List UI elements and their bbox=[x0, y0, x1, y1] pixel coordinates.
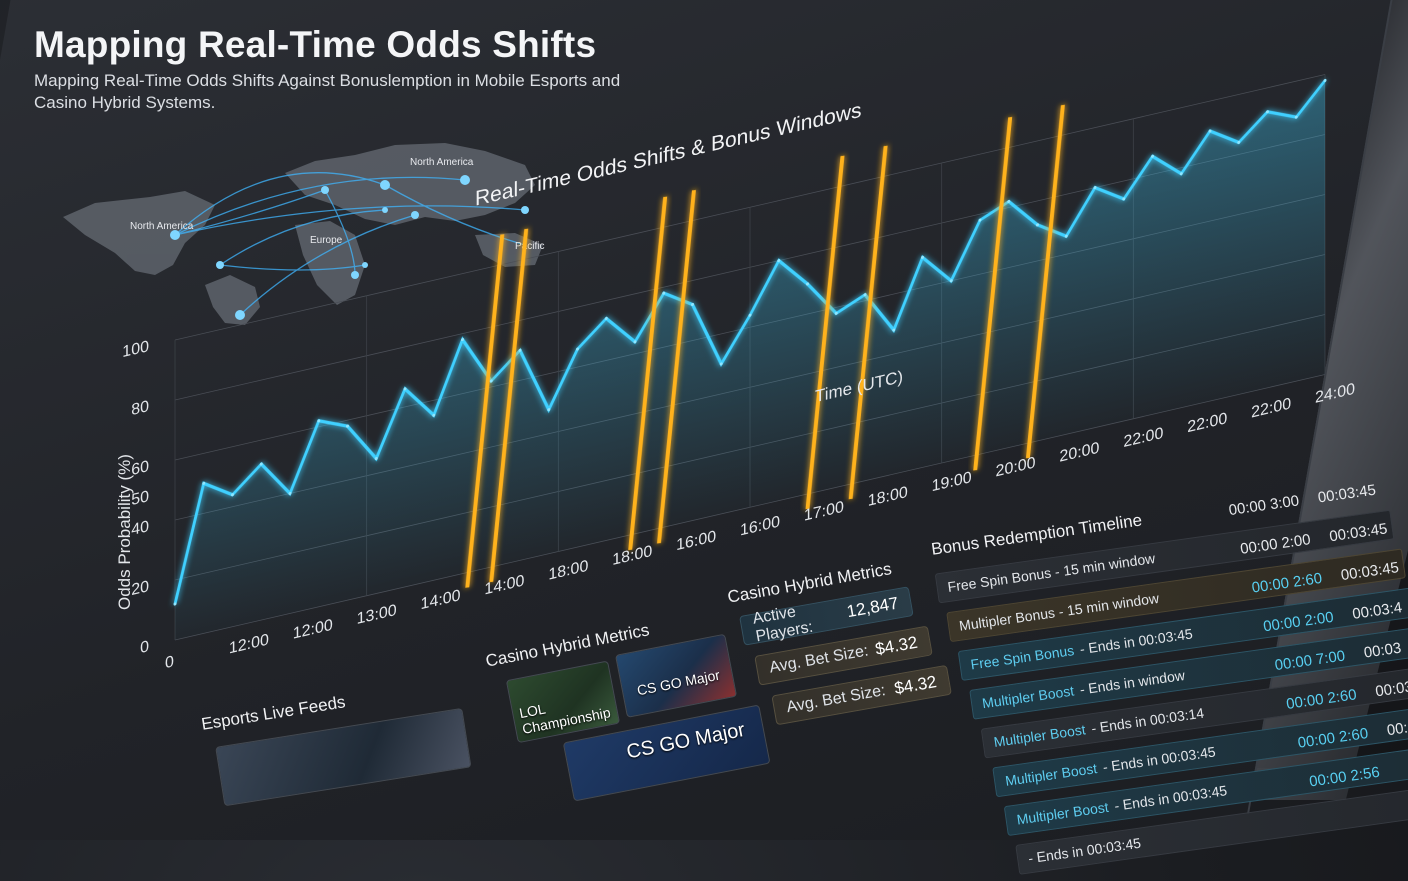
odds-data-point bbox=[1237, 140, 1241, 144]
odds-data-point bbox=[949, 279, 953, 283]
map-label: Pacific bbox=[515, 241, 544, 252]
x-tick-label: 18:00 bbox=[868, 483, 908, 510]
odds-data-point bbox=[317, 419, 321, 423]
odds-data-point bbox=[1064, 234, 1068, 238]
timeline-row-highlight: Multipler Boost bbox=[981, 682, 1076, 712]
odds-data-point bbox=[777, 259, 781, 263]
odds-data-point bbox=[834, 311, 838, 315]
odds-data-point bbox=[1007, 199, 1011, 204]
odds-data-point bbox=[403, 387, 407, 391]
y-tick-label: 60 bbox=[131, 457, 149, 479]
odds-data-point bbox=[921, 255, 924, 259]
x-tick-label: 20:00 bbox=[996, 454, 1036, 481]
x-tick-label: 24:00 bbox=[1315, 380, 1355, 407]
odds-data-point bbox=[978, 218, 982, 222]
odds-data-point bbox=[576, 347, 579, 351]
x-tick-label: 22:00 bbox=[1251, 395, 1291, 422]
x-tick-label: 20:00 bbox=[1059, 439, 1099, 466]
odds-data-point bbox=[202, 481, 206, 485]
bonus-window-line bbox=[489, 228, 529, 583]
x-tick-label: 18:00 bbox=[612, 542, 652, 569]
map-label: North America bbox=[130, 221, 194, 232]
x-tick-label: 16:00 bbox=[740, 513, 780, 540]
bonus-window-line bbox=[656, 189, 696, 544]
odds-data-point bbox=[1036, 223, 1039, 227]
map-label: Europe bbox=[310, 235, 343, 246]
bonus-window-line bbox=[1025, 104, 1065, 459]
x-tick-label: 0 bbox=[165, 652, 174, 672]
y-tick-label: 50 bbox=[131, 487, 149, 509]
odds-data-point bbox=[1208, 129, 1212, 133]
odds-chart: 012:0012:0013:0014:0014:0018:0018:0016:0… bbox=[115, 74, 1355, 672]
x-tick-label: 12:00 bbox=[229, 630, 269, 657]
x-tick-label: 16:00 bbox=[676, 527, 716, 554]
bonus-window-line bbox=[973, 116, 1013, 471]
odds-data-point bbox=[1179, 172, 1183, 176]
odds-data-point bbox=[547, 408, 551, 412]
timeline-row-highlight: Multipler Boost bbox=[992, 721, 1087, 751]
metric-value: $4.32 bbox=[892, 672, 939, 699]
x-tick-label: 12:00 bbox=[293, 616, 333, 643]
x-tick-label: 19:00 bbox=[932, 468, 972, 495]
odds-data-point bbox=[892, 328, 896, 332]
y-tick-label: 20 bbox=[131, 577, 149, 599]
odds-data-point bbox=[432, 413, 436, 417]
odds-data-point bbox=[231, 493, 234, 497]
metric-value: 12,847 bbox=[845, 593, 900, 622]
bonus-window-line bbox=[465, 234, 505, 588]
chart-title: Real-Time Odds Shifts & Bonus Windows bbox=[475, 98, 861, 211]
page-subtitle: Mapping Real-Time Odds Shifts Against Bo… bbox=[34, 71, 621, 112]
map-nodes bbox=[170, 175, 529, 320]
odds-data-point bbox=[1151, 154, 1154, 158]
odds-data-point bbox=[259, 462, 263, 466]
y-tick-label: 40 bbox=[131, 517, 149, 539]
y-axis-label: Odds Probability (%) bbox=[115, 454, 134, 610]
odds-data-point bbox=[518, 348, 522, 352]
odds-data-point bbox=[691, 302, 694, 307]
x-tick-label: 13:00 bbox=[357, 601, 397, 628]
bonus-window-line bbox=[848, 145, 888, 500]
bonus-window-line bbox=[628, 196, 668, 551]
x-tick-label: 22:00 bbox=[1123, 424, 1163, 451]
odds-data-point bbox=[633, 340, 637, 344]
odds-data-point bbox=[1122, 197, 1126, 201]
feed-card-label: CS GO Major bbox=[635, 666, 722, 699]
odds-data-point bbox=[173, 602, 177, 606]
odds-data-point bbox=[1266, 110, 1269, 114]
x-tick-label: 22:00 bbox=[1187, 409, 1227, 436]
y-tick-label: 80 bbox=[131, 397, 149, 419]
map-label: North America bbox=[410, 157, 474, 168]
bonus-window-line bbox=[805, 155, 845, 510]
odds-data-point bbox=[489, 379, 493, 383]
odds-data-point bbox=[806, 282, 809, 286]
y-tick-label: 0 bbox=[140, 637, 149, 657]
odds-data-point bbox=[604, 316, 608, 320]
odds-data-point bbox=[719, 362, 723, 366]
odds-data-point bbox=[288, 491, 292, 495]
y-tick-label: 100 bbox=[122, 337, 149, 361]
odds-data-point bbox=[374, 456, 378, 461]
odds-area bbox=[175, 80, 1325, 640]
odds-data-point bbox=[748, 313, 752, 317]
x-tick-label: 14:00 bbox=[421, 586, 461, 613]
odds-data-point bbox=[662, 291, 666, 295]
x-tick-label: 18:00 bbox=[548, 557, 588, 584]
odds-data-point bbox=[863, 293, 867, 297]
odds-data-point bbox=[1294, 115, 1298, 119]
world-map: North America North America Europe Pacif… bbox=[63, 143, 544, 325]
odds-data-point bbox=[1323, 78, 1327, 83]
odds-data-point bbox=[1093, 186, 1097, 190]
odds-data-point bbox=[346, 424, 349, 428]
odds-data-point bbox=[461, 338, 464, 342]
timeline-row-highlight: Multipler Boost bbox=[1015, 798, 1110, 828]
timeline-row-highlight: Multipler Boost bbox=[1004, 760, 1099, 789]
page-title: Mapping Real-Time Odds Shifts bbox=[34, 24, 597, 65]
metric-value: $4.32 bbox=[873, 632, 919, 659]
